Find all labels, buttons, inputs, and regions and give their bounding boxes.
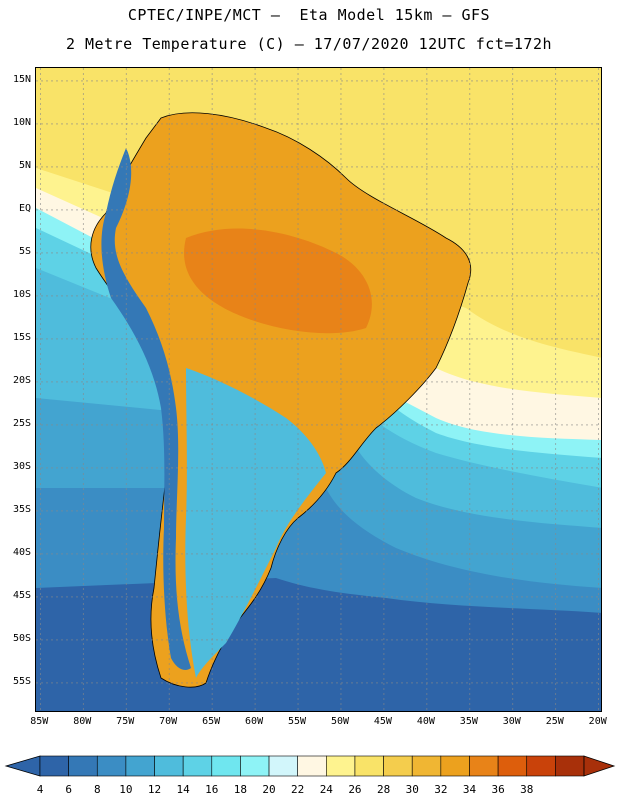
- colorbar-label-6: 6: [65, 783, 72, 796]
- colorbar-swatch-12: [383, 755, 413, 777]
- lon-label-65W: 65W: [202, 716, 221, 727]
- colorbar-label-30: 30: [405, 783, 419, 796]
- colorbar-swatch-0: [39, 755, 69, 777]
- lat-label-35S: 35S: [12, 503, 31, 515]
- colorbar-arrow-left: [4, 755, 41, 777]
- colorbar-swatch-7: [240, 755, 270, 777]
- colorbar-label-38: 38: [520, 783, 534, 796]
- colorbar-label-8: 8: [93, 783, 101, 796]
- colorbar-label-32: 32: [434, 783, 448, 796]
- lat-label-30S: 30S: [12, 460, 31, 472]
- lon-label-40W: 40W: [416, 716, 435, 727]
- colorbar-label-10: 10: [119, 783, 133, 796]
- lat-label-5N: 5N: [18, 159, 31, 171]
- colorbar-swatch-3: [125, 755, 155, 777]
- colorbar-swatch-5: [182, 755, 213, 777]
- colorbar-swatch-10: [326, 755, 356, 777]
- lat-label-15S: 15S: [12, 331, 31, 343]
- colorbar-swatch-16: [497, 755, 528, 777]
- colorbar-label-4: 4: [36, 783, 44, 796]
- lon-label-50W: 50W: [330, 716, 349, 727]
- colorbar-label-28: 28: [376, 783, 391, 796]
- lon-label-35W: 35W: [459, 716, 478, 727]
- lon-label-85W: 85W: [30, 716, 49, 727]
- title-line-2: 2 Metre Temperature (C) – 17/07/2020 12U…: [65, 35, 553, 53]
- temperature-map[interactable]: [35, 67, 602, 712]
- colorbar-swatch-4: [154, 755, 184, 777]
- colorbar-label-26: 26: [348, 783, 362, 796]
- colorbar-label-36: 36: [491, 783, 505, 796]
- amazon-warm-region: [184, 228, 372, 334]
- map-canvas: [36, 68, 601, 711]
- colorbar-swatch-6: [211, 755, 241, 777]
- lat-label-15N: 15N: [12, 73, 31, 85]
- colorbar-label-16: 16: [205, 783, 219, 796]
- lat-label-45S: 45S: [12, 589, 31, 601]
- lon-label-75W: 75W: [116, 716, 135, 727]
- lat-label-25S: 25S: [12, 417, 31, 429]
- colorbar-label-12: 12: [147, 783, 162, 796]
- lon-label-45W: 45W: [373, 716, 392, 727]
- lat-label-10N: 10N: [12, 116, 31, 128]
- colorbar-swatch-2: [96, 755, 127, 777]
- andes-cold-strip: [101, 148, 191, 670]
- lon-label-70W: 70W: [159, 716, 178, 727]
- lon-label-55W: 55W: [287, 716, 307, 727]
- southern-cone-cool: [185, 368, 326, 678]
- colorbar-label-24: 24: [319, 783, 333, 796]
- colorbar: [4, 755, 616, 777]
- lon-label-30W: 30W: [502, 716, 521, 727]
- colorbar-label-34: 34: [462, 783, 477, 796]
- lat-label-20S: 20S: [12, 374, 31, 386]
- lon-label-20W: 20W: [588, 716, 607, 727]
- lat-label-40S: 40S: [12, 546, 31, 558]
- lat-label-10S: 10S: [12, 288, 31, 300]
- lat-label-55S: 55S: [12, 675, 31, 687]
- colorbar-label-20: 20: [262, 783, 276, 796]
- colorbar-swatch-8: [268, 755, 298, 777]
- colorbar-label-22: 22: [291, 783, 305, 796]
- lat-label-50S: 50S: [12, 632, 31, 644]
- colorbar-arrow-right: [583, 755, 616, 777]
- colorbar-swatch-17: [526, 755, 556, 777]
- colorbar-label-14: 14: [176, 783, 190, 796]
- lon-label-80W: 80W: [73, 716, 92, 727]
- lat-label-EQ: EQ: [18, 202, 31, 214]
- colorbar-swatch-11: [354, 755, 384, 777]
- colorbar-swatch-14: [440, 755, 470, 777]
- lon-label-25W: 25W: [545, 716, 564, 727]
- colorbar-swatch-9: [297, 755, 327, 777]
- lat-label-5S: 5S: [18, 245, 31, 257]
- colorbar-swatch-15: [469, 755, 499, 777]
- colorbar-swatch-1: [68, 755, 98, 777]
- title-line-1: CPTEC/INPE/MCT – Eta Model 15km – GFS: [127, 6, 491, 24]
- colorbar-swatch-18: [555, 755, 585, 777]
- lon-label-60W: 60W: [245, 716, 264, 727]
- colorbar-swatch-13: [411, 755, 442, 777]
- colorbar-label-18: 18: [233, 783, 248, 796]
